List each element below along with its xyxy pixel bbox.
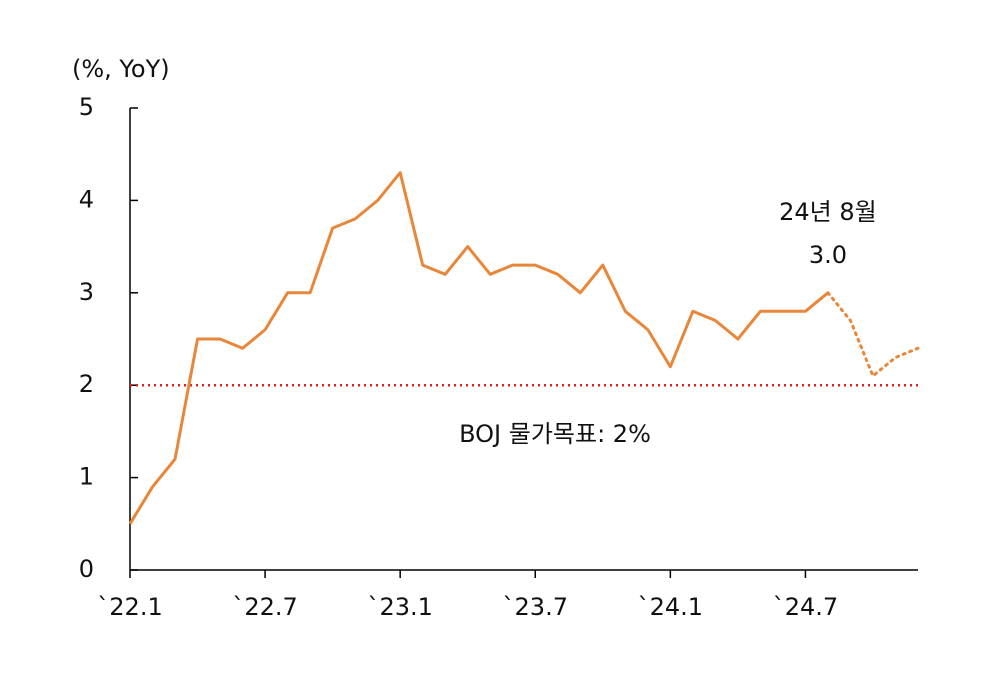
y-tick-label: 5 bbox=[79, 93, 94, 121]
y-tick-label: 2 bbox=[79, 370, 94, 398]
x-tick-label: `22.7 bbox=[232, 593, 297, 621]
y-tick-label: 4 bbox=[79, 185, 94, 213]
x-tick-label: `23.1 bbox=[367, 593, 432, 621]
y-tick-label: 3 bbox=[79, 278, 94, 306]
x-tick-label: `23.7 bbox=[503, 593, 568, 621]
x-tick-label: `22.1 bbox=[97, 593, 162, 621]
y-tick-label: 0 bbox=[79, 555, 94, 583]
x-tick-label: `24.7 bbox=[773, 593, 838, 621]
x-tick-label: `24.1 bbox=[638, 593, 703, 621]
value-label: 3.0 bbox=[809, 241, 847, 269]
line-series bbox=[128, 171, 829, 525]
y-axis-label: (%, YoY) bbox=[72, 55, 170, 83]
line-series bbox=[826, 291, 920, 378]
y-tick-label: 1 bbox=[79, 463, 94, 491]
annotation: 24년 8월 bbox=[779, 198, 877, 226]
reference-label: BOJ 물가목표: 2% bbox=[459, 420, 651, 448]
